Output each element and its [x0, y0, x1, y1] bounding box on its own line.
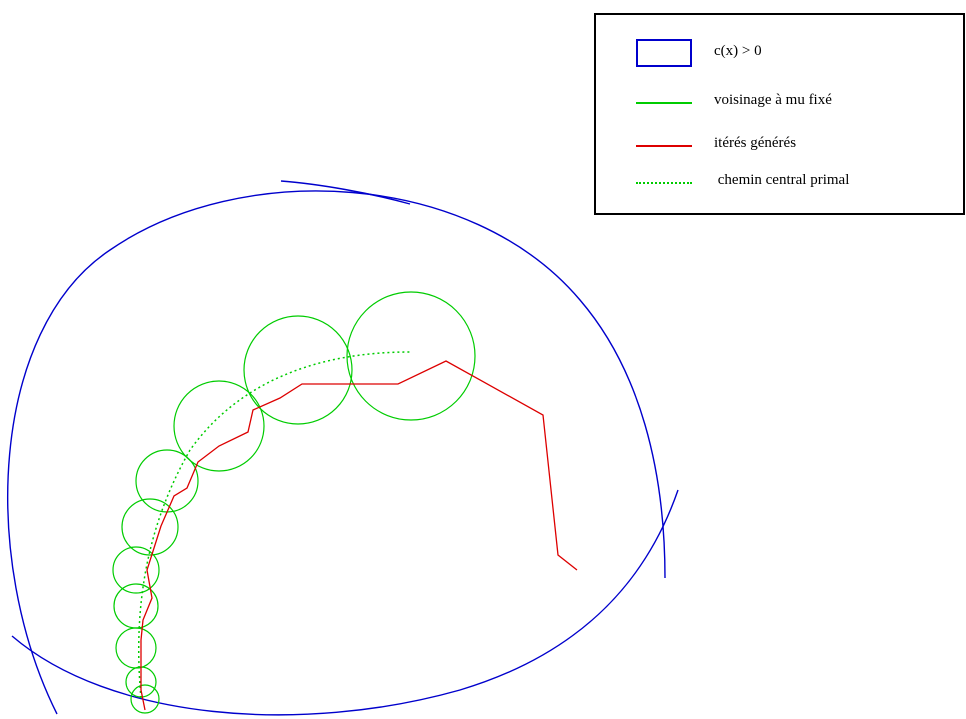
neighborhood-circle [112, 546, 160, 594]
iterates-path [140, 360, 578, 711]
legend-item-feasible-region: c(x) > 0 [596, 39, 963, 69]
legend-item-iterates: itérés générés [596, 131, 963, 161]
feasible-region-bottom-arc [11, 489, 679, 716]
feasible-region-top-arc [280, 180, 411, 205]
legend: c(x) > 0 voisinage à mu fixé itérés géné… [594, 13, 965, 215]
legend-swatch-dotted [636, 182, 692, 184]
neighborhood-circle [243, 315, 353, 425]
legend-label: itérés générés [714, 135, 797, 151]
legend-label: chemin central primal [714, 172, 850, 188]
feasible-region-outer-arc [7, 190, 666, 715]
legend-item-neighborhood: voisinage à mu fixé [596, 88, 963, 118]
neighborhoods [112, 291, 476, 714]
neighborhood-circle [346, 291, 476, 421]
legend-swatch-line [636, 102, 692, 104]
legend-label: c(x) > 0 [714, 43, 762, 59]
legend-item-central-path: chemin central primal [596, 168, 963, 198]
legend-label: voisinage à mu fixé [714, 92, 832, 108]
neighborhood-circle [115, 627, 157, 669]
central-path [137, 351, 411, 699]
feasible-region [7, 180, 679, 716]
legend-swatch-rect [636, 39, 692, 67]
legend-swatch-line [636, 145, 692, 147]
neighborhood-circle [121, 498, 179, 556]
neighborhood-circle [130, 684, 160, 714]
neighborhood-circle [173, 380, 265, 472]
neighborhood-circle [113, 583, 159, 629]
